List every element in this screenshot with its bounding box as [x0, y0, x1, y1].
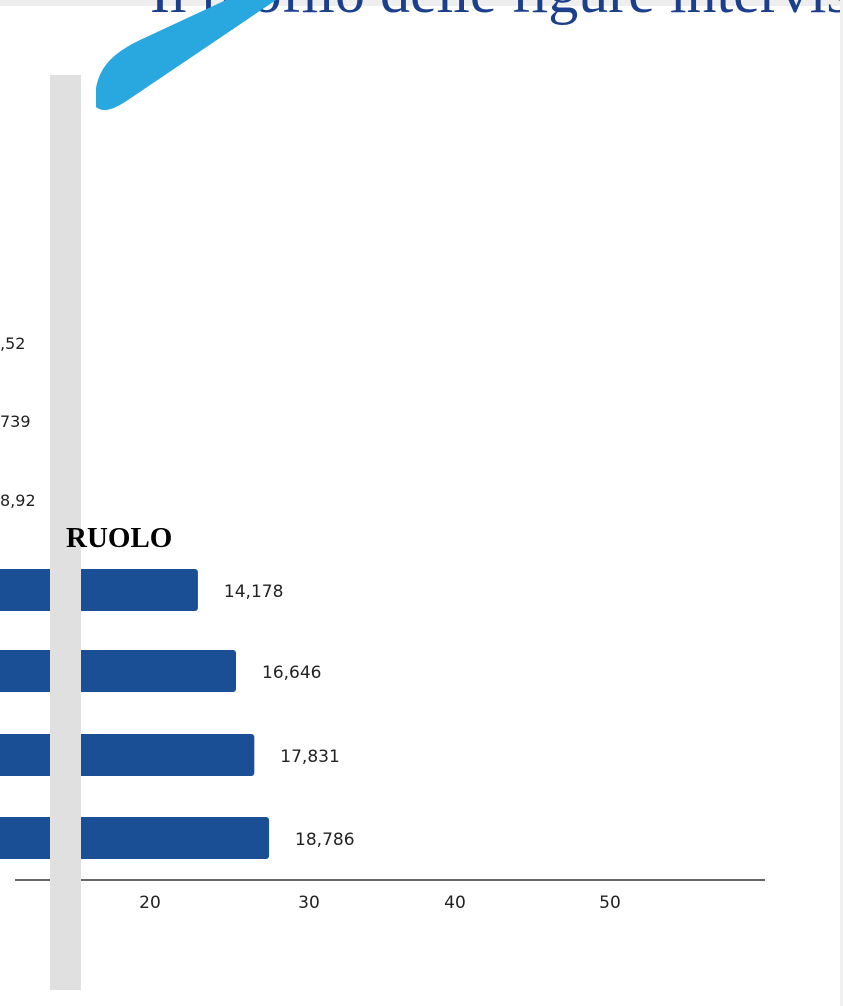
bar-3: [0, 734, 255, 776]
x-tick-label-20: 20: [139, 893, 161, 913]
data-label-2: 16,646: [262, 663, 321, 683]
upper-value-label-1: ,52: [0, 334, 26, 353]
x-tick-label-50: 50: [599, 893, 621, 913]
panel-divider: [50, 75, 81, 990]
data-label-3: 17,831: [280, 747, 339, 767]
right-border: [840, 0, 843, 1006]
x-tick-label-30: 30: [298, 893, 320, 913]
top-band: [0, 0, 843, 6]
bar-4: [0, 817, 270, 859]
section-label: RUOLO: [66, 522, 173, 554]
bar-1: [0, 569, 198, 611]
x-tick-label-40: 40: [444, 893, 466, 913]
accent-swoosh-icon: [96, 0, 276, 111]
upper-value-label-3: 8,92: [0, 491, 36, 510]
data-label-1: 14,178: [224, 582, 283, 602]
bar-2: [0, 650, 237, 692]
upper-value-label-2: 739: [0, 412, 31, 431]
data-label-4: 18,786: [295, 830, 354, 850]
